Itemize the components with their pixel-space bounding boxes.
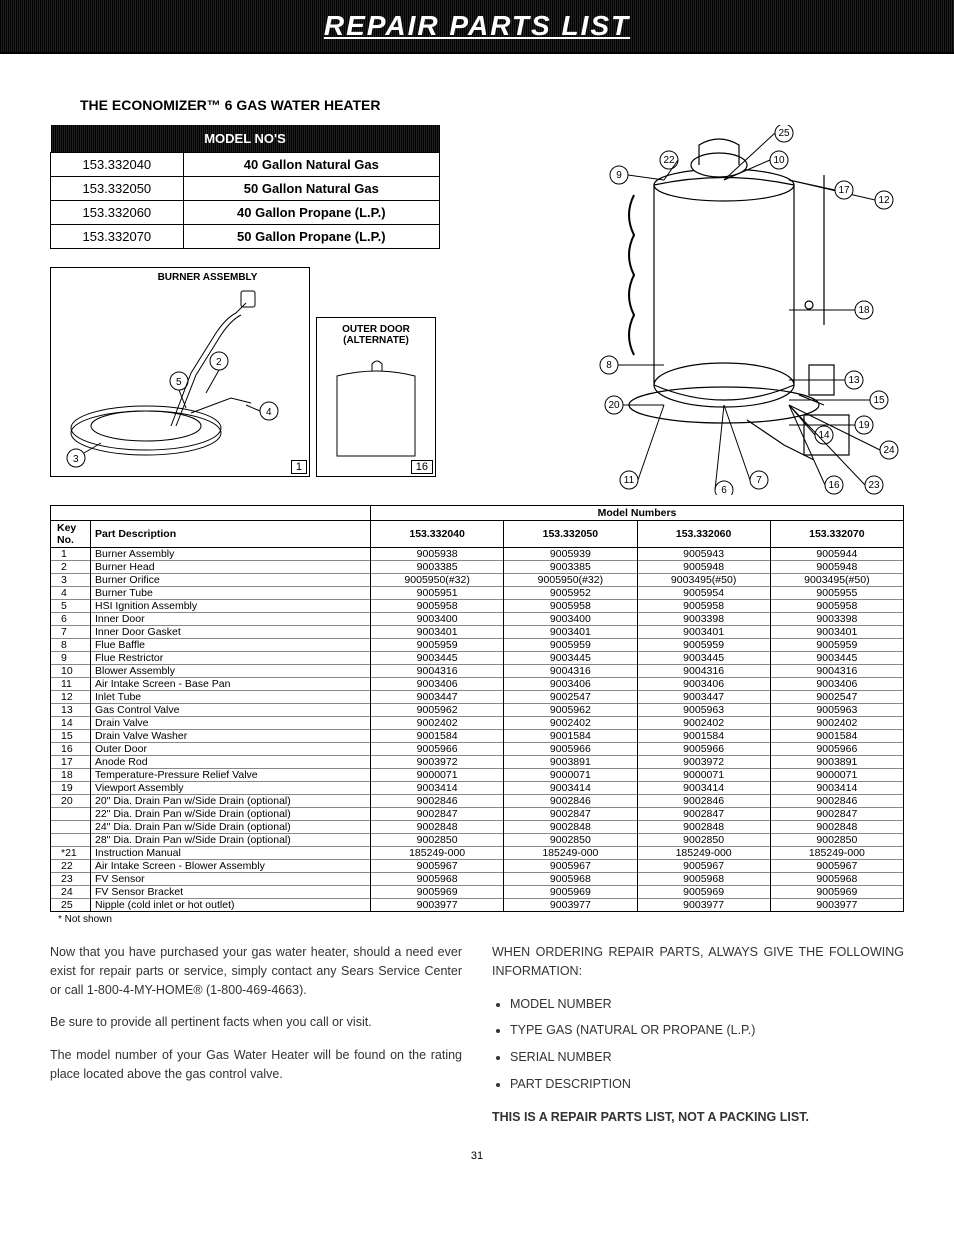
table-row: 25Nipple (cold inlet or hot outlet)90039… (51, 899, 904, 912)
svg-text:3: 3 (73, 454, 79, 465)
table-row: 13Gas Control Valve900596290059629005963… (51, 704, 904, 717)
svg-text:13: 13 (848, 375, 860, 386)
svg-text:9: 9 (616, 170, 622, 181)
col-2: 153.332060 (637, 521, 770, 548)
svg-text:11: 11 (624, 475, 635, 486)
p1: Now that you have purchased your gas wat… (50, 943, 462, 999)
p2: Be sure to provide all pertinent facts w… (50, 1013, 462, 1032)
table-row: 24FV Sensor Bracket900596990059699005969… (51, 886, 904, 899)
svg-text:18: 18 (858, 305, 870, 316)
bullets: MODEL NUMBER TYPE GAS (NATURAL OR PROPANE… (492, 995, 904, 1094)
title-bar: REPAIR PARTS LIST (0, 0, 954, 54)
model-desc: 40 Gallon Propane (L.P.) (183, 201, 439, 225)
svg-text:16: 16 (828, 480, 840, 491)
table-row: 11Air Intake Screen - Base Pan9003406900… (51, 678, 904, 691)
table-row: 17Anode Rod9003972900389190039729003891 (51, 756, 904, 769)
table-row: 2Burner Head9003385900338590059489005948 (51, 561, 904, 574)
svg-text:15: 15 (873, 395, 885, 406)
parts-model-header: Model Numbers (371, 506, 904, 521)
table-row: 1Burner Assembly900593890059399005943900… (51, 548, 904, 561)
door-corner: 16 (411, 460, 433, 474)
svg-text:20: 20 (608, 400, 620, 411)
table-row: 9Flue Restrictor900344590034459003445900… (51, 652, 904, 665)
burner-diagram: BURNER ASSEMBLY 2 5 (50, 267, 310, 477)
model-num: 153.332070 (51, 225, 184, 249)
table-row: 22Air Intake Screen - Blower Assembly900… (51, 860, 904, 873)
svg-text:2: 2 (216, 357, 222, 368)
page-title: REPAIR PARTS LIST (0, 10, 954, 42)
model-desc: 50 Gallon Propane (L.P.) (183, 225, 439, 249)
model-num: 153.332050 (51, 177, 184, 201)
table-row: 6Inner Door9003400900340090033989003398 (51, 613, 904, 626)
svg-text:7: 7 (756, 475, 762, 486)
table-row: 8Flue Baffle9005959900595990059599005959 (51, 639, 904, 652)
model-num: 153.332060 (51, 201, 184, 225)
table-row: 4Burner Tube9005951900595290059549005955 (51, 587, 904, 600)
footnote: * Not shown (58, 914, 904, 925)
table-row: 16Outer Door9005966900596690059669005966 (51, 743, 904, 756)
svg-text:14: 14 (818, 430, 830, 441)
svg-text:4: 4 (266, 407, 272, 418)
col-0: 153.332040 (371, 521, 504, 548)
table-row: 10Blower Assembly90043169004316900431690… (51, 665, 904, 678)
p3: The model number of your Gas Water Heate… (50, 1046, 462, 1084)
table-row: 7Inner Door Gasket9003401900340190034019… (51, 626, 904, 639)
parts-key-header: Key No. (51, 521, 91, 548)
svg-text:24: 24 (883, 445, 895, 456)
table-row: 15Drain Valve Washer90015849001584900158… (51, 730, 904, 743)
list-item: SERIAL NUMBER (510, 1048, 904, 1067)
table-row: 3Burner Orifice9005950(#32)9005950(#32)9… (51, 574, 904, 587)
model-num: 153.332040 (51, 153, 184, 177)
burner-svg: 2 5 4 3 (51, 283, 309, 473)
p4: WHEN ORDERING REPAIR PARTS, ALWAYS GIVE … (492, 943, 904, 981)
door-label2: (ALTERNATE) (317, 335, 435, 346)
table-row: 23FV Sensor9005968900596890059689005968 (51, 873, 904, 886)
model-desc: 50 Gallon Natural Gas (183, 177, 439, 201)
table-row: *21Instruction Manual185249-000185249-00… (51, 847, 904, 860)
svg-text:17: 17 (838, 185, 850, 196)
table-row: 24" Dia. Drain Pan w/Side Drain (optiona… (51, 821, 904, 834)
burner-corner: 1 (291, 460, 307, 474)
svg-text:6: 6 (721, 485, 727, 495)
svg-text:19: 19 (858, 420, 870, 431)
table-row: 18Temperature-Pressure Relief Valve90000… (51, 769, 904, 782)
table-row: 22" Dia. Drain Pan w/Side Drain (optiona… (51, 808, 904, 821)
subtitle: THE ECONOMIZER™ 6 GAS WATER HEATER (80, 97, 904, 113)
list-item: PART DESCRIPTION (510, 1075, 904, 1094)
list-item: MODEL NUMBER (510, 995, 904, 1014)
burner-label: BURNER ASSEMBLY (51, 268, 309, 283)
svg-text:23: 23 (868, 480, 880, 491)
model-header: MODEL NO'S (51, 125, 440, 153)
col-1: 153.332050 (504, 521, 637, 548)
svg-text:12: 12 (878, 195, 890, 206)
door-diagram: OUTER DOOR (ALTERNATE) 16 (316, 317, 436, 477)
table-row: 28" Dia. Drain Pan w/Side Drain (optiona… (51, 834, 904, 847)
svg-text:8: 8 (606, 360, 612, 371)
table-row: 14Drain Valve900240290024029002402900240… (51, 717, 904, 730)
door-svg (317, 346, 435, 466)
parts-desc-header: Part Description (91, 521, 371, 548)
svg-text:25: 25 (778, 128, 790, 139)
page-number: 31 (50, 1150, 904, 1162)
table-row: 19Viewport Assembly900341490034149003414… (51, 782, 904, 795)
table-row: 5HSI Ignition Assembly900595890059589005… (51, 600, 904, 613)
parts-table: Model Numbers Key No. Part Description 1… (50, 505, 904, 912)
list-item: TYPE GAS (NATURAL OR PROPANE (L.P.) (510, 1021, 904, 1040)
svg-text:10: 10 (773, 155, 785, 166)
body-text: Now that you have purchased your gas wat… (50, 943, 904, 1140)
door-label1: OUTER DOOR (317, 318, 435, 335)
heater-diagram: 6 7 8 9 10 11 12 13 14 15 16 17 18 19 20 22 23 24 25 (524, 125, 904, 495)
table-row: 12Inlet Tube9003447900254790034479002547 (51, 691, 904, 704)
svg-text:5: 5 (176, 377, 182, 388)
table-row: 2020" Dia. Drain Pan w/Side Drain (optio… (51, 795, 904, 808)
col-3: 153.332070 (770, 521, 903, 548)
model-desc: 40 Gallon Natural Gas (183, 153, 439, 177)
p5: THIS IS A REPAIR PARTS LIST, NOT A PACKI… (492, 1108, 904, 1127)
svg-text:22: 22 (663, 155, 675, 166)
model-table: MODEL NO'S 153.33204040 Gallon Natural G… (50, 125, 440, 249)
